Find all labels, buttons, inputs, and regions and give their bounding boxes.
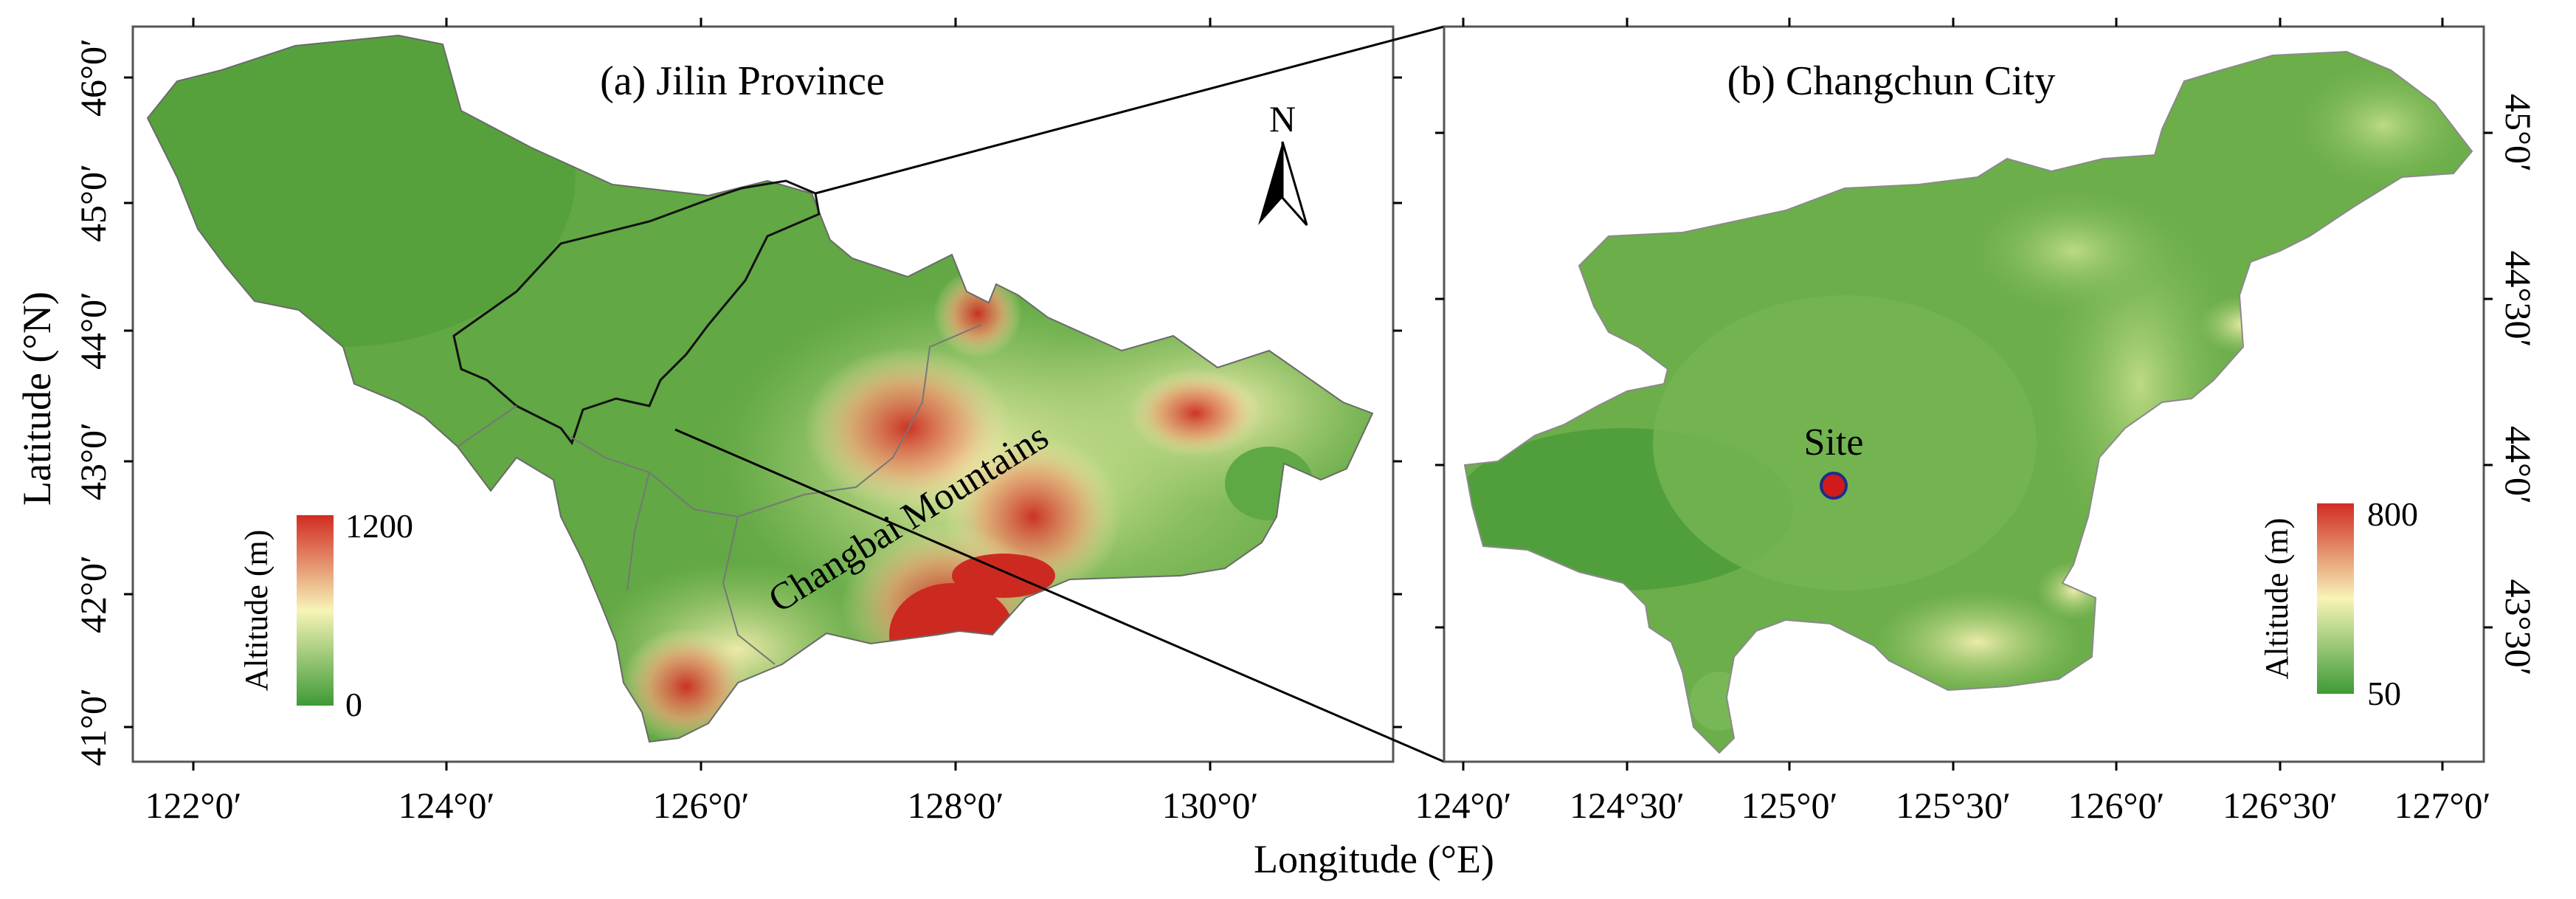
y-tick-a-4: 44°0′: [72, 292, 114, 370]
y-tick-b-1: 45°0′: [2498, 94, 2539, 172]
y-axis-label: Latitude (°N): [15, 292, 59, 506]
connector-top: [815, 25, 1445, 195]
legend-a-min: 0: [345, 686, 362, 723]
x-tick-b-2: 124°30′: [1570, 785, 1685, 826]
legend-b-title: Altitude (m): [2259, 518, 2295, 680]
y-tick-a-6: 46°0′: [72, 38, 114, 117]
legend-b: Altitude (m) 800 50: [2259, 495, 2418, 712]
x-tick-a-2: 124°0′: [398, 785, 495, 826]
legend-b-colorbar: [2317, 503, 2354, 694]
x-tick-a-3: 126°0′: [653, 785, 750, 826]
x-tick-b-4: 125°30′: [1896, 785, 2011, 826]
x-axis-label: Longitude (°E): [1254, 837, 1494, 881]
north-arrow-icon: N: [1258, 98, 1308, 226]
legend-a: Altitude (m) 1200 0: [238, 507, 413, 723]
changchun-boundary: [452, 179, 821, 446]
panel-b-title: (b) Changchun City: [1727, 58, 2056, 104]
north-label: N: [1269, 98, 1296, 140]
y-tick-b-4: 43°30′: [2498, 579, 2539, 676]
y-tick-a-1: 41°0′: [72, 688, 114, 766]
connector-bottom: [674, 428, 1445, 763]
x-tick-a-1: 122°0′: [145, 785, 242, 826]
panel-a: 122°0′ 124°0′ 126°0′ 128°0′ 130°0′ 41°0′…: [15, 18, 1445, 826]
panel-b: 124°0′ 124°30′ 125°0′ 125°30′ 126°0′ 126…: [1415, 18, 2539, 826]
x-tick-b-5: 126°0′: [2068, 785, 2165, 826]
legend-a-title: Altitude (m): [238, 530, 274, 692]
panel-a-title: (a) Jilin Province: [600, 58, 885, 104]
y-tick-a-2: 42°0′: [72, 555, 114, 633]
y-tick-b-3: 44°0′: [2498, 426, 2539, 504]
site-marker-icon: [1820, 472, 1848, 500]
y-tick-a-5: 45°0′: [72, 164, 114, 242]
x-tick-b-7: 127°0′: [2394, 785, 2491, 826]
panel-b-ticks: [1435, 18, 2493, 771]
legend-a-max: 1200: [345, 507, 413, 545]
legend-b-min: 50: [2367, 675, 2401, 712]
legend-a-colorbar: [297, 515, 334, 706]
panel-a-ticks: [124, 18, 1402, 771]
x-tick-b-3: 125°0′: [1741, 785, 1838, 826]
y-tick-a-3: 43°0′: [72, 422, 114, 500]
x-tick-b-1: 124°0′: [1415, 785, 1512, 826]
legend-b-max: 800: [2367, 495, 2418, 533]
x-tick-a-5: 130°0′: [1162, 785, 1259, 826]
site-label: Site: [1804, 421, 1864, 464]
x-tick-b-6: 126°30′: [2223, 785, 2338, 826]
x-tick-a-4: 128°0′: [908, 785, 1004, 826]
y-tick-b-2: 44°30′: [2498, 251, 2539, 348]
